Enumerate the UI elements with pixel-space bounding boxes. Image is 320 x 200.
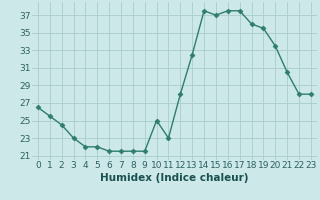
X-axis label: Humidex (Indice chaleur): Humidex (Indice chaleur) xyxy=(100,173,249,183)
